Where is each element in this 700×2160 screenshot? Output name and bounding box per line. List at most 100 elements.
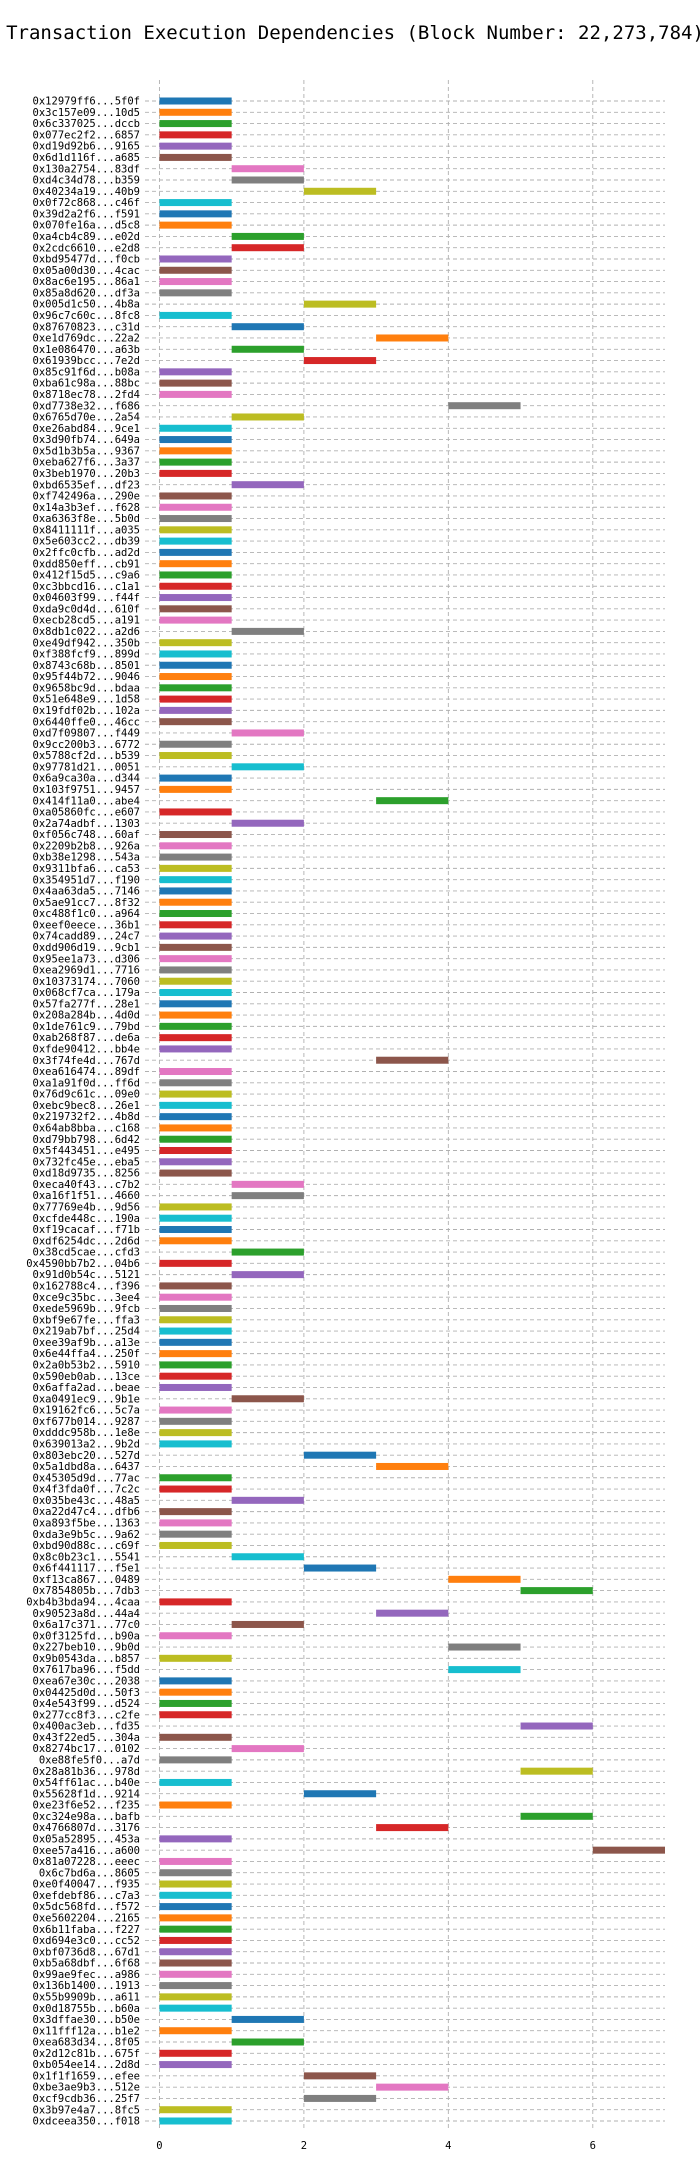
y-tick-label: 0x55b9909b...a611 bbox=[33, 1991, 140, 2003]
y-tick-label: 0x5788cf2d...b539 bbox=[33, 750, 140, 762]
dependency-bar bbox=[231, 729, 304, 737]
y-tick-label: 0x354951d7...f190 bbox=[33, 874, 140, 886]
dependency-bar bbox=[159, 1970, 232, 1978]
y-tick-label: 0xdd850eff...cb91 bbox=[33, 558, 140, 570]
dependency-bar bbox=[231, 1496, 304, 1504]
y-tick-label: 0xb4b3bda94...4caa bbox=[26, 1596, 140, 1608]
y-tick-label: 0xcf9cdb36...25f7 bbox=[33, 2093, 140, 2105]
dependency-bar bbox=[159, 898, 232, 906]
y-tick-label: 0x277cc8f3...c2fe bbox=[33, 1709, 140, 1721]
y-tick-label: 0x2cdc6610...e2d8 bbox=[33, 242, 140, 254]
dependency-bar bbox=[159, 1688, 232, 1696]
chart-title: Transaction Execution Dependencies (Bloc… bbox=[6, 22, 700, 44]
dependency-bar bbox=[159, 97, 232, 105]
dependency-bar bbox=[231, 345, 304, 353]
dependency-bar bbox=[159, 1417, 232, 1425]
y-tick-label: 0x9cc200b3...6772 bbox=[33, 739, 140, 751]
dependency-bar bbox=[159, 842, 232, 850]
dependency-bar bbox=[303, 1451, 377, 1459]
y-tick-label: 0x8743c68b...8501 bbox=[33, 660, 140, 672]
y-tick-label: 0x8411111f...a035 bbox=[33, 524, 140, 536]
y-tick-label: 0xbd90d88c...c69f bbox=[33, 1540, 140, 1552]
y-tick-label: 0xa16f1f51...4660 bbox=[33, 1190, 140, 1202]
y-tick-label: 0xf056c748...60af bbox=[33, 829, 140, 841]
y-tick-label: 0xa1a91f0d...ff6d bbox=[33, 1077, 140, 1089]
y-tick-label: 0x85a8d620...df3a bbox=[33, 287, 140, 299]
y-tick-label: 0x070fe16a...d5c8 bbox=[33, 220, 140, 232]
y-tick-label: 0x76d9c61c...09e0 bbox=[33, 1089, 140, 1101]
dependency-bar bbox=[159, 2049, 232, 2057]
y-tick-label: 0xeca40f43...c7b2 bbox=[33, 1179, 140, 1191]
dependency-bar bbox=[231, 819, 304, 827]
dependency-bar bbox=[159, 1869, 232, 1877]
y-tick-label: 0xe0f40047...f935 bbox=[33, 1879, 140, 1891]
y-tick-label: 0x130a2754...83df bbox=[33, 163, 140, 175]
dependency-bar bbox=[376, 2083, 449, 2091]
dependency-bar bbox=[159, 1146, 232, 1154]
dependency-bar bbox=[159, 2027, 232, 2035]
y-tick-label: 0x219732f2...4b8d bbox=[33, 1111, 140, 1123]
y-tick-label: 0xa6363f8e...5b0d bbox=[33, 513, 140, 525]
dependency-bar bbox=[231, 2015, 304, 2023]
y-tick-label: 0x4766807d...3176 bbox=[33, 1822, 140, 1834]
y-tick-label: 0x3beb1970...20b3 bbox=[33, 468, 140, 480]
dependency-bar bbox=[159, 605, 232, 613]
dependency-bar bbox=[159, 1654, 232, 1662]
dependency-bar bbox=[159, 1903, 232, 1911]
y-tick-label: 0x40234a19...40b9 bbox=[33, 186, 140, 198]
y-tick-label: 0xdd906d19...9cb1 bbox=[33, 942, 140, 954]
y-tick-label: 0x077ec2f2...6857 bbox=[33, 129, 140, 141]
y-tick-label: 0x136b1400...1913 bbox=[33, 1980, 140, 1992]
dependency-bar bbox=[231, 413, 304, 421]
y-tick-label: 0x412f15d5...c9a6 bbox=[33, 570, 140, 582]
y-tick-label: 0x0f72c868...c46f bbox=[33, 197, 140, 209]
y-tick-label: 0x97781d21...0051 bbox=[33, 761, 140, 773]
x-tick-labels: 0 2 4 6 bbox=[156, 2140, 596, 2152]
y-tick-label: 0xebc9bec8...26e1 bbox=[33, 1100, 140, 1112]
y-tick-label: 0x5e603cc2...db39 bbox=[33, 536, 140, 548]
dependency-bar bbox=[159, 1936, 232, 1944]
dependency-bar bbox=[159, 887, 232, 895]
dependency-bar bbox=[231, 1192, 304, 1200]
y-tick-label: 0xe88fe5f0...a7d bbox=[39, 1754, 140, 1766]
dependency-bar bbox=[159, 616, 232, 624]
dependency-bar bbox=[231, 323, 304, 331]
dependency-bar bbox=[159, 785, 232, 793]
y-tick-label: 0xf742496a...290e bbox=[33, 491, 140, 503]
dependency-bar bbox=[159, 1135, 232, 1143]
dependency-bar bbox=[159, 199, 232, 207]
x-tick-label: 2 bbox=[301, 2140, 307, 2152]
dependency-bar bbox=[159, 503, 232, 511]
dependency-bar bbox=[159, 1835, 232, 1843]
dependency-bar bbox=[159, 515, 232, 523]
y-tick-label: 0xda9c0d4d...610f bbox=[33, 603, 140, 615]
y-tick-label: 0x96c7c60c...8fc8 bbox=[33, 310, 140, 322]
dependency-bar bbox=[159, 740, 232, 748]
dependency-bar bbox=[303, 2072, 377, 2080]
y-tick-label: 0xce9c35bc...3ee4 bbox=[33, 1292, 140, 1304]
dependency-bar bbox=[376, 1056, 449, 1064]
y-tick-label: 0xeef0eece...36b1 bbox=[33, 919, 140, 931]
y-tick-label: 0xbd6535ef...df23 bbox=[33, 479, 140, 491]
y-tick-label: 0x45305d9d...77ac bbox=[33, 1472, 140, 1484]
y-tick-label: 0x8db1c022...a2d6 bbox=[33, 626, 140, 638]
dependency-bar bbox=[231, 232, 304, 240]
dependency-bar bbox=[159, 2004, 232, 2012]
y-tick-label: 0x3dffae30...b50e bbox=[33, 2014, 140, 2026]
y-tick-label: 0xf13ca867...0489 bbox=[33, 1574, 140, 1586]
dependency-bar bbox=[376, 797, 449, 805]
dependency-bar bbox=[159, 684, 232, 692]
dependency-bar bbox=[231, 244, 304, 252]
y-tick-label: 0xea2969d1...7716 bbox=[33, 965, 140, 977]
dependency-bar bbox=[159, 1857, 232, 1865]
y-tick-label: 0xa4cb4c89...e02d bbox=[33, 231, 140, 243]
y-tick-label: 0xe49df942...350b bbox=[33, 637, 140, 649]
y-tick-label: 0xede5969b...9fcb bbox=[33, 1303, 140, 1315]
dependency-bar bbox=[159, 436, 232, 444]
y-tick-label: 0xea616474...89df bbox=[33, 1066, 140, 1078]
y-tick-label: 0x85c91f6d...b08a bbox=[33, 366, 140, 378]
dependency-bar bbox=[159, 537, 232, 545]
y-tick-label: 0x1f1f1659...efee bbox=[33, 2070, 140, 2082]
y-tick-label: 0xefdebf86...c7a3 bbox=[33, 1890, 140, 1902]
dependency-bar bbox=[159, 447, 232, 455]
